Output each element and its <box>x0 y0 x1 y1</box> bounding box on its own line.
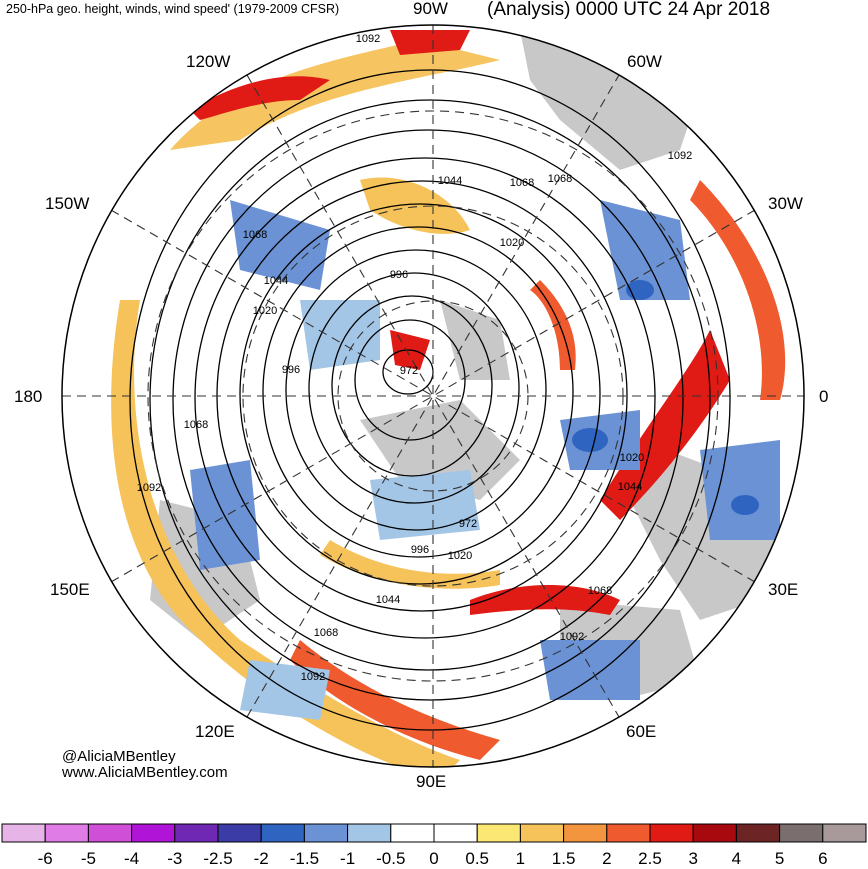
colorbar-swatch <box>347 823 392 843</box>
contour-label: 1020 <box>620 452 644 464</box>
longitude-label-lower-left: 120E <box>195 722 235 741</box>
longitude-label-lower-right: 60E <box>626 722 657 741</box>
contour-label: 1044 <box>438 175 462 187</box>
colorbar-tick-label: 2 <box>602 849 612 868</box>
colorbar-tick-label: 0.5 <box>465 849 490 868</box>
colorbar-tick-label: 1 <box>515 849 526 868</box>
contour-label: 1092 <box>137 482 161 494</box>
colorbar <box>1 823 867 843</box>
colorbar-swatch <box>476 823 521 843</box>
colorbar-tick-label: -3 <box>167 849 183 868</box>
contour-label: 1068 <box>314 627 338 639</box>
colorbar-tick-label: -1 <box>340 849 356 868</box>
colorbar-swatch <box>606 823 651 843</box>
contour-label: 972 <box>400 365 418 377</box>
contour-label: 996 <box>411 544 429 556</box>
contour-value-labels: 1092 1092 1068 1068 1044 1044 1020 1020 … <box>137 33 692 683</box>
longitude-label-left-lower: 150E <box>50 580 90 599</box>
colorbar-tick-label: -0.5 <box>376 849 406 868</box>
polar-stereographic-map: 1092 1092 1068 1068 1044 1044 1020 1020 … <box>61 24 805 768</box>
colorbar-swatch <box>390 823 435 843</box>
contour-label: 996 <box>282 364 300 376</box>
contour-label: 1092 <box>301 671 325 683</box>
longitude-label-left: 180 <box>14 387 43 406</box>
colorbar-swatch <box>735 823 781 843</box>
colorbar-swatch <box>174 823 219 843</box>
colorbar-tick-label: -5 <box>80 849 96 868</box>
contour-label: 1092 <box>668 150 692 162</box>
colorbar-tick-label: 3 <box>688 849 698 868</box>
longitude-label-upper-right: 60W <box>627 52 662 71</box>
colorbar-swatch <box>87 823 133 843</box>
colorbar-swatch <box>779 823 824 843</box>
colorbar-tick-label: 1.5 <box>551 849 576 868</box>
contour-label: 1020 <box>448 550 472 562</box>
longitude-label-upper-left: 120W <box>186 52 231 71</box>
credit-handle: @AliciaMBentley <box>62 748 176 765</box>
colorbar-swatch <box>303 823 349 843</box>
contour-label: 1020 <box>500 237 524 249</box>
colorbar-swatch <box>131 823 176 843</box>
map-title: 250-hPa geo. height, winds, wind speed' … <box>6 2 340 16</box>
colorbar-swatch <box>217 823 262 843</box>
contour-label: 1068 <box>588 585 612 597</box>
colorbar-swatch <box>822 823 867 843</box>
contour-label: 1020 <box>253 305 277 317</box>
colorbar-swatch <box>519 823 565 843</box>
colorbar-swatch <box>563 823 608 843</box>
colorbar-tick-label: -4 <box>124 849 140 868</box>
map-boundary <box>61 24 805 768</box>
contour-label: 1068 <box>243 229 267 241</box>
contour-label: 1044 <box>376 594 400 606</box>
contour-label: 972 <box>459 518 477 530</box>
contour-label: 1068 <box>184 419 208 431</box>
colorbar-tick-label: -6 <box>37 849 53 868</box>
longitude-label-right-upper: 30W <box>768 194 803 213</box>
colorbar-swatch <box>692 823 737 843</box>
colorbar-tick-label: 6 <box>818 849 828 868</box>
height-contours <box>129 69 731 731</box>
colorbar-swatch <box>433 823 478 843</box>
contour-label: 1044 <box>264 275 288 287</box>
contour-label: 996 <box>390 269 408 281</box>
credit-website: www.AliciaMBentley.com <box>62 764 228 781</box>
colorbar-tick-label: 2.5 <box>638 849 662 868</box>
contour-label: 1068 <box>548 173 572 185</box>
contour-label: 1068 <box>510 177 534 189</box>
wind-speed-anomaly-shading <box>111 30 786 767</box>
colorbar-tick-label: -2 <box>253 849 269 868</box>
longitude-label-right-lower: 30E <box>768 580 799 599</box>
longitude-label-left-upper: 150W <box>45 194 90 213</box>
analysis-time: (Analysis) 0000 UTC 24 Apr 2018 <box>487 0 771 20</box>
colorbar-tick-label: 4 <box>731 849 742 868</box>
colorbar-swatch <box>1 823 46 843</box>
graticule <box>62 25 804 767</box>
colorbar-tick-label: -2.5 <box>203 849 233 868</box>
longitude-label-right: 0 <box>819 387 829 406</box>
colorbar-tick-label: 0 <box>429 849 439 868</box>
colorbar-tick-label: -1.5 <box>289 849 320 868</box>
contour-label: 1044 <box>618 481 642 493</box>
colorbar-swatch <box>649 823 694 843</box>
colorbar-tick-label: 5 <box>774 849 785 868</box>
colorbar-swatch <box>44 823 89 843</box>
longitude-label-top: 90W <box>413 0 448 18</box>
longitude-label-bottom: 90E <box>416 772 447 791</box>
contour-label: 1092 <box>356 33 380 45</box>
contour-label: 1092 <box>560 631 584 643</box>
colorbar-swatch <box>260 823 305 843</box>
